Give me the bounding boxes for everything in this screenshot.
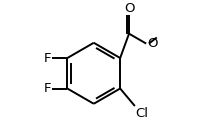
Text: O: O [124,2,135,15]
Text: F: F [44,82,51,95]
Text: O: O [147,37,157,50]
Text: Cl: Cl [136,107,149,120]
Text: F: F [44,51,51,65]
